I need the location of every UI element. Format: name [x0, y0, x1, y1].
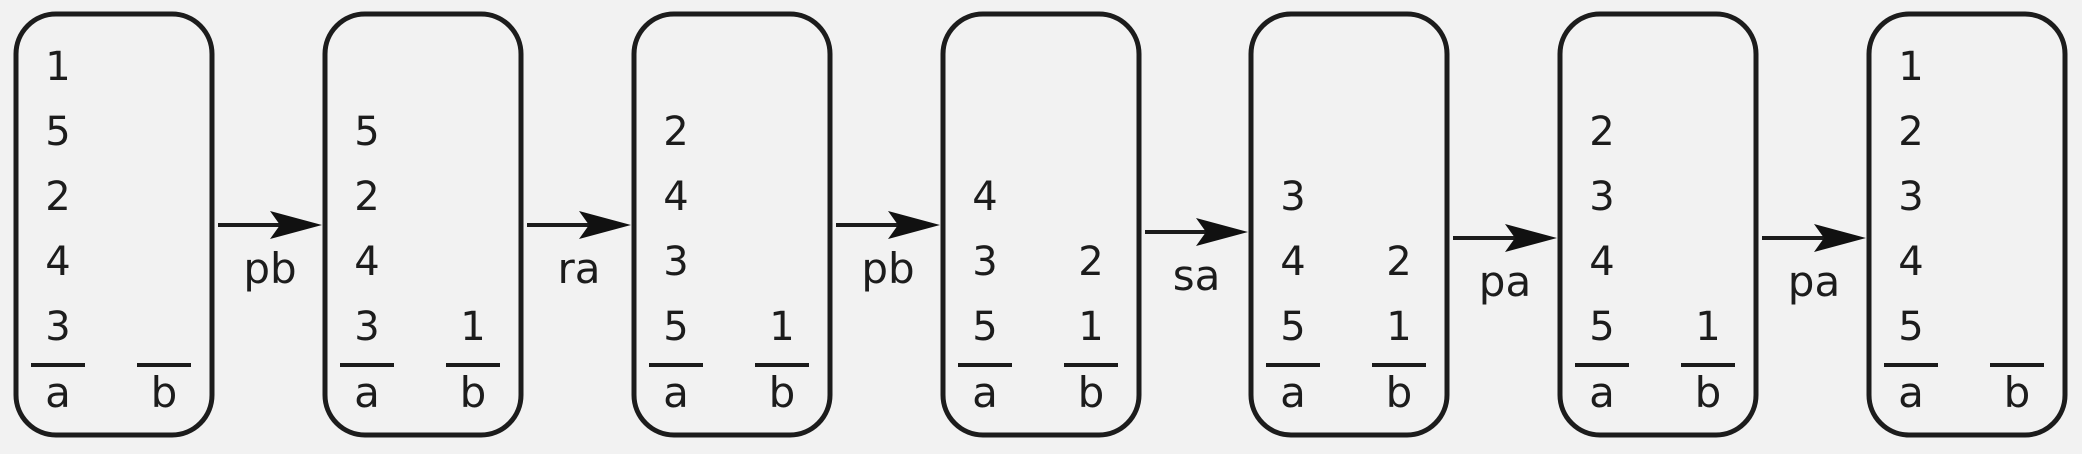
stack-a-label: a	[1898, 368, 1924, 417]
state-panel-1: 1 5 2 4 3 a b	[13, 11, 215, 438]
stack-a-value: 1	[45, 44, 70, 90]
state-panel-6: 2 3 4 5 a 1 b	[1557, 11, 1759, 438]
operation-pb-arrow: pb	[218, 211, 322, 293]
stack-a-value: 2	[663, 109, 688, 155]
stack-a-value: 3	[354, 304, 379, 350]
stack-a-value: 4	[972, 174, 997, 220]
operation-pa-arrow: pa	[1762, 224, 1866, 306]
state-panels: 1 5 2 4 3 a b 5 2 4 3 a 1 b 2 4 3 5 a 1 b 4 3 5 a 2 1 b 3 4 5 a 2 1 b 2 3 4 5 a…	[13, 11, 2068, 438]
stack-a-value: 3	[1898, 174, 1923, 220]
stack-b-value: 2	[1078, 239, 1103, 285]
operation-ra-arrow: ra	[527, 211, 631, 293]
stack-a-value: 3	[1280, 174, 1305, 220]
stack-b-value: 1	[1078, 304, 1103, 350]
stack-b-label: b	[1695, 368, 1722, 417]
stack-b-label: b	[2004, 368, 2031, 417]
stack-a-value: 4	[354, 239, 379, 285]
panel-frame	[1866, 11, 2068, 438]
arrow-head	[1505, 224, 1557, 252]
panel-frame	[1557, 11, 1759, 438]
stack-b-label: b	[1078, 368, 1105, 417]
stack-a-value: 3	[663, 239, 688, 285]
stack-a-value: 5	[354, 109, 379, 155]
stack-a-value: 5	[45, 109, 70, 155]
operation-label: pb	[861, 244, 914, 293]
stack-a-value: 3	[1589, 174, 1614, 220]
stack-a-value: 5	[663, 304, 688, 350]
arrow-head	[1814, 224, 1866, 252]
stack-b-value: 1	[1695, 304, 1720, 350]
stack-a-value: 4	[1280, 239, 1305, 285]
stack-a-value: 1	[1898, 44, 1923, 90]
stack-b-value: 2	[1386, 239, 1411, 285]
stack-a-value: 5	[1898, 304, 1923, 350]
stack-a-value: 4	[1898, 239, 1923, 285]
stack-b-value: 1	[769, 304, 794, 350]
arrow-head	[1196, 218, 1248, 246]
panel-frame	[940, 11, 1142, 438]
operation-label: sa	[1173, 251, 1221, 300]
state-panel-5: 3 4 5 a 2 1 b	[1248, 11, 1450, 438]
operation-label: pb	[243, 244, 296, 293]
stack-b-value: 1	[1386, 304, 1411, 350]
stack-a-label: a	[972, 368, 998, 417]
stack-a-value: 5	[1280, 304, 1305, 350]
panel-frame	[1248, 11, 1450, 438]
stack-a-value: 5	[1589, 304, 1614, 350]
stack-a-value: 3	[972, 239, 997, 285]
stack-a-value: 2	[1589, 109, 1614, 155]
stack-a-label: a	[663, 368, 689, 417]
stack-a-label: a	[354, 368, 380, 417]
state-panel-4: 4 3 5 a 2 1 b	[940, 11, 1142, 438]
stack-b-value: 1	[460, 304, 485, 350]
stack-b-label: b	[769, 368, 796, 417]
state-panel-2: 5 2 4 3 a 1 b	[322, 11, 524, 438]
stack-a-value: 4	[45, 239, 70, 285]
stack-a-value: 2	[45, 174, 70, 220]
state-panel-7: 1 2 3 4 5 a b	[1866, 11, 2068, 438]
stack-a-value: 4	[1589, 239, 1614, 285]
stack-a-value: 5	[972, 304, 997, 350]
operation-sa-arrow: sa	[1145, 218, 1248, 300]
stack-b-label: b	[460, 368, 487, 417]
operation-arrows: pb ra pb sa pa pa	[218, 211, 1866, 306]
stack-a-label: a	[45, 368, 71, 417]
stack-a-value: 4	[663, 174, 688, 220]
panel-frame	[13, 11, 215, 438]
panel-frame	[631, 11, 833, 438]
state-panel-3: 2 4 3 5 a 1 b	[631, 11, 833, 438]
stack-b-label: b	[151, 368, 178, 417]
stack-a-value: 2	[354, 174, 379, 220]
stack-b-label: b	[1386, 368, 1413, 417]
operation-label: ra	[557, 244, 600, 293]
operation-label: pa	[1788, 257, 1840, 306]
arrow-head	[270, 211, 322, 239]
stack-a-value: 2	[1898, 109, 1923, 155]
stack-a-value: 3	[45, 304, 70, 350]
operation-pa-arrow: pa	[1453, 224, 1557, 306]
arrow-head	[888, 211, 940, 239]
arrow-head	[579, 211, 631, 239]
stack-a-label: a	[1280, 368, 1306, 417]
panel-frame	[322, 11, 524, 438]
stack-a-label: a	[1589, 368, 1615, 417]
operation-label: pa	[1479, 257, 1531, 306]
operation-pb-arrow: pb	[836, 211, 940, 293]
